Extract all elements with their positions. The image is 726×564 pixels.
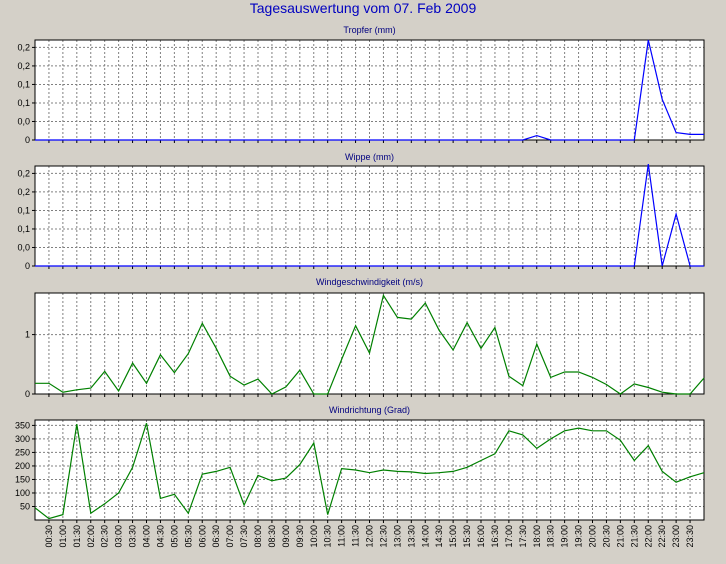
x-tick-label: 15:30 — [462, 525, 472, 548]
y-tick-label: 350 — [15, 420, 30, 430]
y-tick-label: 0,1 — [17, 79, 30, 89]
y-tick-label: 150 — [15, 474, 30, 484]
x-tick-label: 17:30 — [518, 525, 528, 548]
x-tick-label: 16:00 — [476, 525, 486, 548]
x-tick-label: 09:30 — [295, 525, 305, 548]
x-tick-label: 01:30 — [72, 525, 82, 548]
x-tick-label: 04:00 — [142, 525, 152, 548]
x-tick-label: 13:00 — [392, 525, 402, 548]
x-tick-label: 06:30 — [211, 525, 221, 548]
x-tick-label: 10:30 — [323, 525, 333, 548]
y-tick-label: 100 — [15, 488, 30, 498]
y-tick-label: 0,2 — [17, 187, 30, 197]
x-tick-label: 05:30 — [183, 525, 193, 548]
x-tick-label: 12:30 — [378, 525, 388, 548]
x-tick-label: 07:30 — [239, 525, 249, 548]
plot-frame — [34, 419, 705, 521]
x-tick-label: 14:30 — [434, 525, 444, 548]
x-tick-label: 07:00 — [225, 525, 235, 548]
y-tick-label: 0,2 — [17, 61, 30, 71]
x-tick-label: 14:00 — [420, 525, 430, 548]
x-tick-label: 13:30 — [406, 525, 416, 548]
y-tick-label: 1 — [25, 330, 30, 340]
panel-4: Windrichtung (Grad) 50 100 150 200 250 300 350 — [15, 405, 705, 523]
y-tick-label: 0 — [25, 261, 30, 271]
y-tick-label: 200 — [15, 461, 30, 471]
x-tick-label: 02:30 — [100, 525, 110, 548]
y-tick-label: 0,0 — [17, 242, 30, 252]
x-tick-label: 23:30 — [685, 525, 695, 548]
plot-frame — [34, 292, 705, 395]
y-tick-label: 0,0 — [17, 116, 30, 126]
x-axis-labels: 00:30 01:00 01:30 02:00 02:30 03:00 03:30 04:00… — [44, 525, 695, 548]
x-tick-label: 16:30 — [490, 525, 500, 548]
x-tick-label: 03:30 — [128, 525, 138, 548]
x-tick-label: 20:30 — [601, 525, 611, 548]
y-tick-label: 0 — [25, 135, 30, 145]
panel-title: Windrichtung (Grad) — [329, 405, 410, 415]
x-tick-label: 19:30 — [574, 525, 584, 548]
x-tick-label: 01:00 — [58, 525, 68, 548]
x-tick-label: 08:00 — [253, 525, 263, 548]
x-tick-label: 11:00 — [337, 525, 347, 547]
series-line — [35, 164, 704, 267]
x-tick-label: 22:00 — [643, 525, 653, 548]
x-tick-label: 20:00 — [588, 525, 598, 548]
x-tick-label: 17:00 — [504, 525, 514, 548]
series-line — [35, 293, 705, 395]
x-tick-label: 03:00 — [114, 525, 124, 548]
x-tick-label: 05:00 — [169, 525, 179, 548]
x-tick-label: 09:00 — [281, 525, 291, 548]
x-tick-label: 08:30 — [267, 525, 277, 548]
y-tick-label: 0,1 — [17, 224, 30, 234]
y-tick-label: 0 — [25, 389, 30, 399]
x-tick-label: 21:30 — [629, 525, 639, 548]
series-line — [35, 39, 704, 141]
x-tick-label: 15:00 — [448, 525, 458, 548]
x-tick-label: 21:00 — [615, 525, 625, 548]
panel-2: Wippe (mm) 0 0,0 0,1 0,1 0,2 0,2 — [17, 152, 705, 271]
y-tick-label: 50 — [20, 501, 30, 511]
x-tick-label: 12:00 — [365, 525, 375, 548]
y-tick-label: 0,2 — [17, 42, 30, 52]
x-tick-label: 04:30 — [155, 525, 165, 548]
x-tick-label: 19:00 — [560, 525, 570, 548]
x-tick-label: 10:00 — [309, 525, 319, 548]
panel-title: Wippe (mm) — [345, 152, 394, 162]
page-title: Tagesauswertung vom 07. Feb 2009 — [249, 0, 477, 16]
x-tick-label: 00:30 — [44, 525, 54, 548]
y-tick-label: 0,2 — [17, 168, 30, 178]
y-tick-label: 250 — [15, 447, 30, 457]
x-tick-label: 11:30 — [351, 525, 361, 547]
y-tick-label: 300 — [15, 434, 30, 444]
x-tick-label: 22:30 — [657, 525, 667, 548]
y-tick-label: 0,1 — [17, 205, 30, 215]
panel-3: Windgeschwindigkeit (m/s) 0 1 — [25, 277, 705, 399]
x-tick-label: 18:00 — [532, 525, 542, 548]
series-line — [34, 423, 705, 520]
panel-title: Tropfer (mm) — [343, 25, 395, 35]
x-tick-label: 06:00 — [197, 525, 207, 548]
x-tick-label: 02:00 — [86, 525, 96, 548]
x-tick-label: 23:00 — [671, 525, 681, 548]
panel-title: Windgeschwindigkeit (m/s) — [316, 277, 423, 287]
x-tick-label: 18:30 — [546, 525, 556, 548]
panel-1: Tropfer (mm) 0 0,0 0,1 0,1 0,2 0,2 — [17, 25, 705, 145]
y-tick-label: 0,1 — [17, 98, 30, 108]
